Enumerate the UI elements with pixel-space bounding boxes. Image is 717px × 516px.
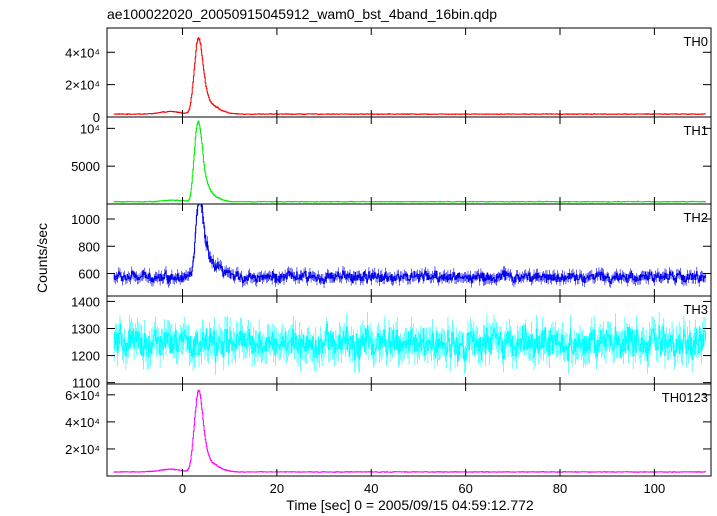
y-tick-label: 1200 xyxy=(71,349,100,364)
y-tick-label: 10⁴ xyxy=(80,121,100,136)
series-th0123 xyxy=(113,389,706,473)
error-bars-th0 xyxy=(113,37,706,115)
x-axis-label: Time [sec] 0 = 2005/09/15 04:59:12.772 xyxy=(286,497,534,513)
y-tick-label: 2×10⁴ xyxy=(65,442,100,457)
x-tick-label: 0 xyxy=(179,481,186,496)
y-tick-label: 4×10⁴ xyxy=(65,45,100,60)
panel-label: TH0123 xyxy=(662,390,708,405)
series-th3 xyxy=(113,323,706,363)
y-tick-label: 800 xyxy=(78,239,100,254)
panel-th3: 1100 1200 1300 1400 TH3 xyxy=(71,294,712,391)
series-th0 xyxy=(113,37,706,116)
panel-label: TH2 xyxy=(683,210,708,225)
x-tick-label: 60 xyxy=(458,481,472,496)
panel-th0: 0 2×10⁴ 4×10⁴ TH0 xyxy=(65,27,712,125)
y-tick-label: 0 xyxy=(93,110,100,125)
panel-th2: 600 800 1000 TH2 xyxy=(71,203,712,297)
y-tick-label: 1300 xyxy=(71,321,100,336)
panel-frame xyxy=(106,116,712,205)
y-tick-label: 2×10⁴ xyxy=(65,78,100,93)
y-tick-label: 1000 xyxy=(71,212,100,227)
x-tick-label: 40 xyxy=(364,481,378,496)
panel-label: TH3 xyxy=(683,302,708,317)
figure-title: ae100022020_20050915045912_wam0_bst_4ban… xyxy=(107,6,497,22)
y-tick-label: 1400 xyxy=(71,294,100,309)
y-tick-label: 6×10⁴ xyxy=(65,388,100,403)
panel-label: TH0 xyxy=(683,34,708,49)
panel-frame xyxy=(106,383,712,477)
series-th2 xyxy=(113,204,706,284)
y-tick-label: 5000 xyxy=(71,159,100,174)
y-tick-label: 4×10⁴ xyxy=(65,415,100,430)
x-tick-label: 20 xyxy=(270,481,284,496)
panel-label: TH1 xyxy=(683,123,708,138)
x-tick-label: 100 xyxy=(644,481,666,496)
series-th1 xyxy=(113,120,706,203)
x-tick-label: 80 xyxy=(553,481,567,496)
y-tick-label: 1100 xyxy=(72,376,100,391)
error-bars-th0123 xyxy=(113,389,706,473)
error-bars-th1 xyxy=(113,120,706,203)
panel-th0123: 2×10⁴ 4×10⁴ 6×10⁴ TH0123 xyxy=(65,383,712,477)
y-tick-label: 600 xyxy=(78,267,100,282)
panel-th1: 5000 10⁴ TH1 xyxy=(71,116,712,205)
y-axis-label: Counts/sec xyxy=(34,223,50,293)
